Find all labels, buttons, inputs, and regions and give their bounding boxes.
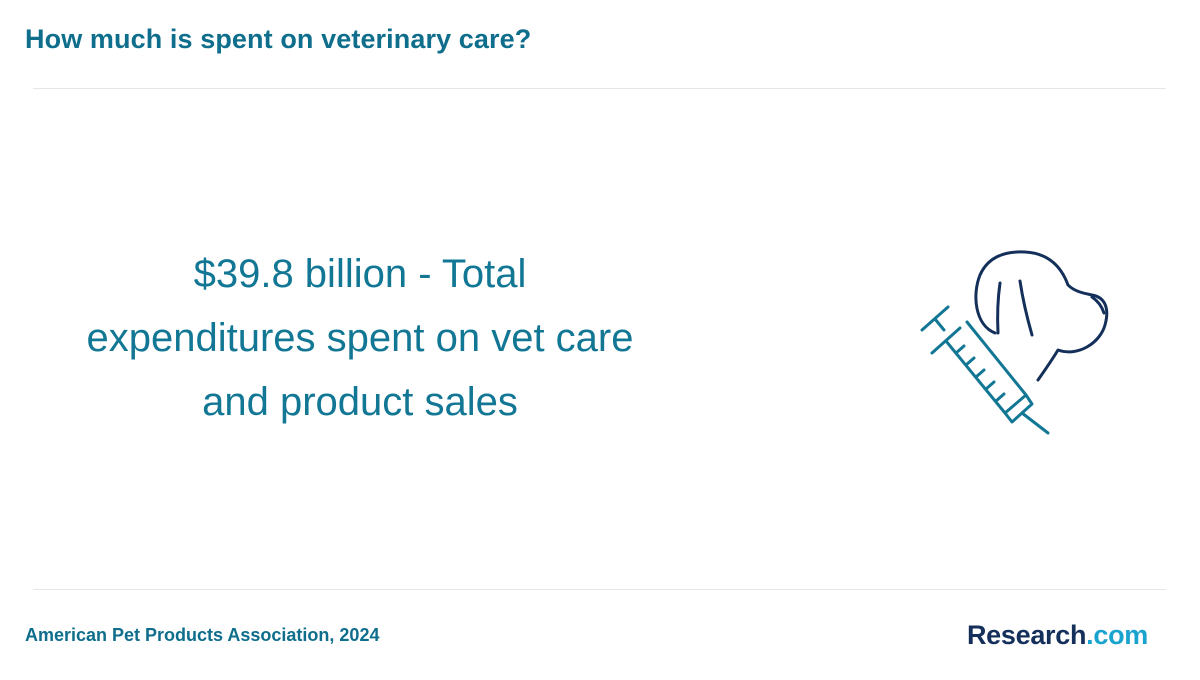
stat-text: $39.8 billion - Total expenditures spent… bbox=[40, 242, 680, 434]
stat-line-3: and product sales bbox=[202, 380, 518, 424]
syringe-icon bbox=[920, 305, 1050, 435]
logo-dot: . bbox=[1086, 620, 1094, 650]
stat-line-1: $39.8 billion - Total bbox=[193, 252, 527, 296]
logo-brand: Research bbox=[966, 620, 1087, 650]
stat-line-2: expenditures spent on vet care bbox=[86, 316, 634, 360]
research-logo[interactable]: Research.com bbox=[967, 620, 1148, 651]
dog-syringe-icon bbox=[900, 235, 1130, 450]
dog-head-icon bbox=[974, 250, 1109, 382]
bottom-divider bbox=[33, 589, 1166, 590]
source-citation: American Pet Products Association, 2024 bbox=[25, 625, 380, 645]
page-title: How much is spent on veterinary care? bbox=[25, 24, 532, 54]
logo-tld: com bbox=[1093, 620, 1148, 650]
top-divider bbox=[33, 88, 1166, 89]
